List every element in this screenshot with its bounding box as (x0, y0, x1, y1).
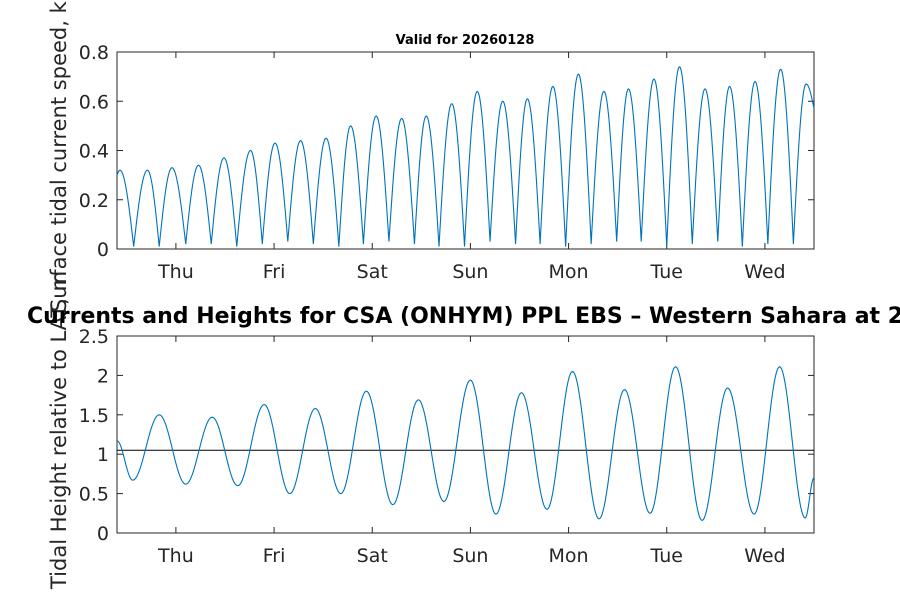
y-tick-label: 0.8 (79, 42, 109, 64)
y-tick-label: 1.5 (79, 405, 109, 427)
x-tick-label-tue: Tue (650, 545, 683, 567)
tidal-height-panel: 0 0.5 1 1.5 2 2.5 Thu Fri Sat Sun Mon Tue Wed Tidal… (47, 271, 815, 590)
y-tick-label: 0.5 (79, 484, 109, 506)
tidal-height-x-ticks: Thu Fri Sat Sun Mon Tue Wed (157, 336, 786, 567)
current-speed-panel: 0 0.2 0.4 0.6 0.8 Thu Fri Sat Sun Mon Tue Wed Vali… (47, 0, 815, 312)
x-tick-label-tue: Tue (650, 261, 683, 283)
x-tick-label-thu: Thu (157, 261, 194, 283)
current-speed-y-axis-label: Surface tidal current speed, kn (47, 0, 71, 312)
tidal-height-series-line (116, 366, 815, 522)
x-tick-label-fri: Fri (263, 545, 286, 567)
y-tick-label: 0.2 (79, 190, 109, 212)
x-tick-label-mon: Mon (549, 545, 589, 567)
chart-title: Currents and Heights for CSA (ONHYM) PPL… (27, 304, 900, 329)
current-speed-x-ticks: Thu Fri Sat Sun Mon Tue Wed (157, 52, 786, 283)
y-tick-label: 0 (97, 239, 109, 261)
x-tick-label-sat: Sat (357, 261, 388, 283)
x-tick-label-fri: Fri (263, 261, 286, 283)
y-tick-label: 0.6 (79, 91, 109, 113)
y-tick-label: 1 (97, 444, 109, 466)
current-speed-y-ticks: 0 0.2 0.4 0.6 0.8 (79, 42, 814, 261)
y-tick-label: 0 (97, 523, 109, 545)
x-tick-label-thu: Thu (157, 545, 194, 567)
y-tick-label: 2.5 (79, 326, 109, 348)
current-speed-series-line (116, 66, 815, 247)
tidal-height-y-axis-label: Tidal Height relative to LAT, m (47, 271, 71, 590)
x-tick-label-sun: Sun (452, 545, 488, 567)
tidal-height-y-ticks: 0 0.5 1 1.5 2 2.5 (79, 326, 814, 545)
y-tick-label: 2 (97, 365, 109, 387)
y-tick-label: 0.4 (79, 141, 109, 163)
x-tick-label-sat: Sat (357, 545, 388, 567)
x-tick-label-mon: Mon (549, 261, 589, 283)
x-tick-label-wed: Wed (744, 545, 785, 567)
x-tick-label-sun: Sun (452, 261, 488, 283)
x-tick-label-wed: Wed (744, 261, 785, 283)
tidal-height-plot-area (116, 335, 815, 534)
chart-subtitle: Valid for 20260128 (396, 33, 535, 48)
